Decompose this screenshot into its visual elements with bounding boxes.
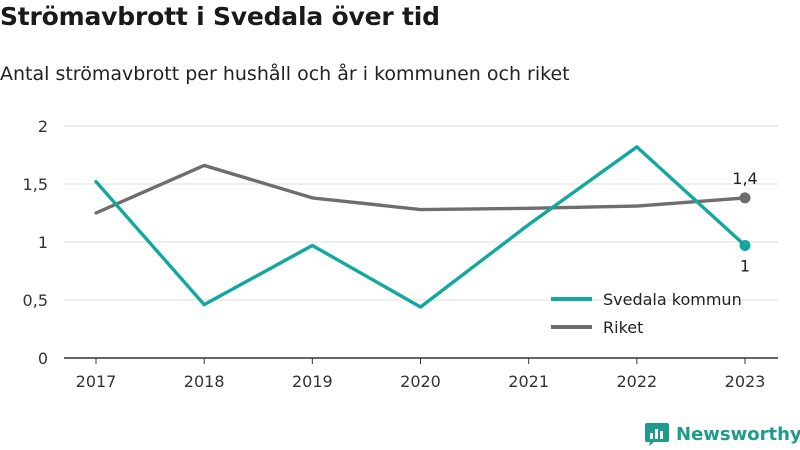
series-lines: [94, 145, 747, 309]
x-tick-label: 2018: [184, 372, 225, 391]
legend-label-riket: Riket: [603, 318, 643, 337]
end-point-svedala-kommun: [739, 239, 751, 251]
y-tick-label: 2: [38, 117, 48, 136]
end-point-riket: [739, 192, 751, 204]
x-tick-label: 2017: [76, 372, 117, 391]
end-label-riket: 1,4: [732, 169, 757, 188]
x-axis: 2017 2018 2019 2020 2021 2022 2023: [76, 358, 766, 391]
x-tick-label: 2023: [725, 372, 766, 391]
chart-subtitle: Antal strömavbrott per hushåll och år i …: [0, 63, 570, 85]
y-tick-label: 0: [38, 349, 48, 368]
gridlines: [64, 125, 778, 359]
legend: Svedala kommun Riket: [551, 290, 742, 337]
legend-label-svedala-kommun: Svedala kommun: [603, 290, 742, 309]
series-line-svedala-kommun: [94, 145, 747, 309]
y-tick-label: 0,5: [23, 291, 48, 310]
brand-logo: Newsworthy: [644, 420, 800, 448]
series-line-riket: [94, 163, 747, 215]
series-end-markers: [739, 192, 751, 251]
brand-name: Newsworthy: [676, 423, 800, 445]
y-tick-label: 1: [38, 233, 48, 252]
x-tick-label: 2022: [616, 372, 657, 391]
chart-title: Strömavbrott i Svedala över tid: [0, 2, 440, 31]
x-tick-label: 2020: [400, 372, 441, 391]
x-tick-label: 2019: [292, 372, 333, 391]
y-axis-ticks: 0 0,5 1 1,5 2: [23, 117, 48, 368]
x-tick-label: 2021: [508, 372, 549, 391]
newsworthy-logo-icon: [645, 423, 669, 446]
end-label-svedala-kommun: 1: [740, 256, 750, 275]
end-labels: 1,41: [732, 169, 757, 276]
y-tick-label: 1,5: [23, 175, 48, 194]
